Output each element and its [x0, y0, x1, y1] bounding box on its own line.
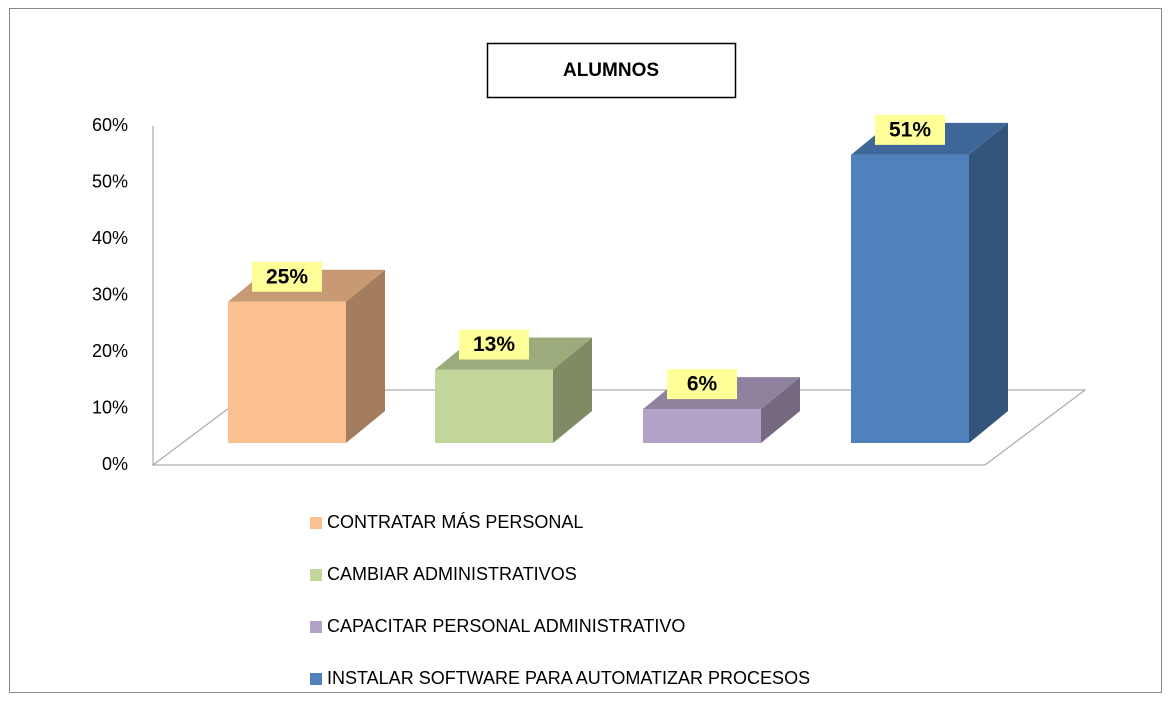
legend-swatch	[310, 569, 322, 581]
legend-swatch	[310, 517, 322, 529]
legend-label: CAMBIAR ADMINISTRATIVOS	[327, 564, 577, 584]
y-tick-label: 10%	[92, 397, 128, 417]
legend-swatch	[310, 621, 322, 633]
bar	[228, 301, 346, 443]
legend-label: CAPACITAR PERSONAL ADMINISTRATIVO	[327, 616, 685, 636]
y-tick-label: 20%	[92, 341, 128, 361]
value-label: 6%	[687, 373, 718, 396]
value-label: 25%	[266, 265, 308, 288]
bar-side	[346, 269, 385, 443]
y-tick-label: 30%	[92, 284, 128, 304]
legend-swatch	[310, 673, 322, 685]
title-box	[486, 42, 737, 99]
value-label-box	[875, 114, 945, 145]
bar-side	[969, 122, 1008, 443]
bar-side	[761, 377, 800, 443]
bar	[851, 154, 969, 443]
y-tick-label: 60%	[92, 115, 128, 135]
value-label-box	[459, 329, 529, 360]
value-label: 13%	[473, 333, 515, 356]
bar	[643, 409, 761, 443]
value-label-box	[667, 369, 737, 400]
floor	[151, 389, 1087, 466]
legend-label: INSTALAR SOFTWARE PARA AUTOMATIZAR PROCE…	[327, 668, 810, 688]
value-label-box	[252, 261, 322, 292]
y-tick-label: 0%	[102, 454, 128, 474]
value-label: 51%	[889, 118, 931, 141]
y-tick-label: 40%	[92, 228, 128, 248]
bar	[435, 369, 553, 443]
bar-side	[553, 337, 592, 443]
y-tick-label: 50%	[92, 171, 128, 191]
chart-title: ALUMNOS	[563, 60, 659, 81]
legend-label: CONTRATAR MÁS PERSONAL	[327, 512, 583, 532]
